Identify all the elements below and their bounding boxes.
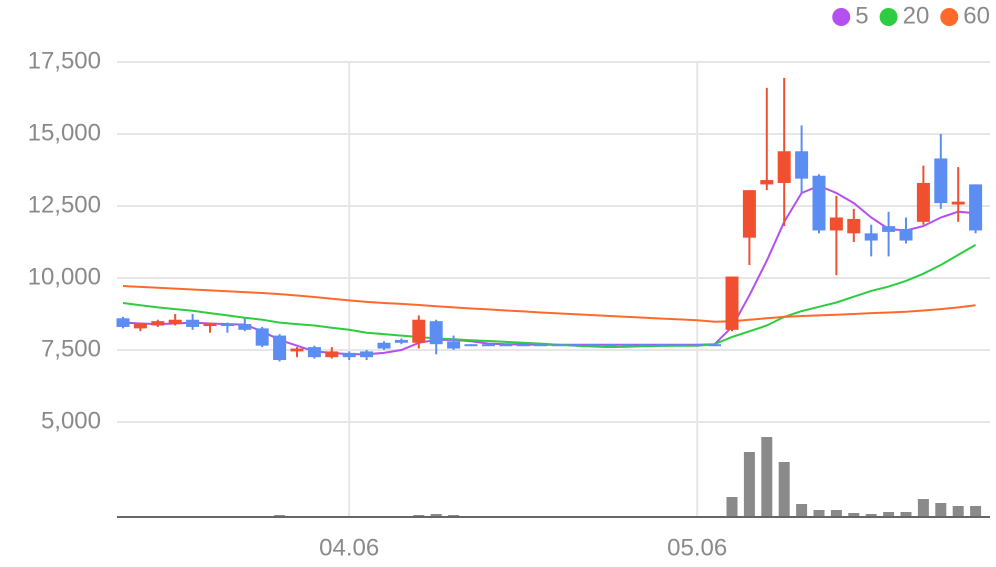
candle-body [551, 344, 565, 347]
legend-marker [879, 8, 898, 26]
candle-body [499, 344, 513, 347]
legend-marker [832, 8, 851, 26]
candle-body [673, 344, 687, 347]
candle-body [760, 180, 774, 185]
candle-body [934, 158, 948, 204]
volume-bar [761, 437, 773, 517]
legend-label: 60 [963, 2, 990, 29]
candle-body [586, 344, 600, 347]
volume-bar [778, 462, 790, 517]
ma-line [122, 285, 976, 323]
candle-body [447, 341, 461, 349]
candle-body [690, 344, 704, 347]
volume-bar [865, 514, 877, 517]
ma-line [122, 244, 977, 349]
candle-body [273, 335, 287, 361]
y-tick-label: 12,500 [28, 191, 101, 218]
candle-body [847, 218, 861, 234]
candle-body [186, 319, 200, 327]
candle-body [534, 344, 548, 347]
candle-body [168, 319, 182, 325]
candle-body [290, 348, 304, 352]
candle-body [151, 321, 165, 326]
candle-body [621, 344, 635, 347]
candle-body [464, 344, 478, 347]
x-tick-label: 05.06 [667, 534, 727, 561]
volume-bar [743, 452, 755, 517]
y-tick-label: 10,000 [28, 263, 101, 290]
candle-body [795, 151, 809, 179]
candle-body [342, 352, 356, 358]
y-tick-label: 5,000 [41, 407, 101, 434]
legend-label: 20 [903, 2, 930, 29]
volume-bar [952, 506, 964, 517]
volume-bar [813, 510, 825, 517]
candle-body [116, 318, 130, 327]
candle-body [481, 344, 495, 347]
candle-body [951, 201, 965, 205]
candle-body [655, 344, 669, 347]
candle-body [377, 342, 391, 349]
candle-body [864, 233, 878, 241]
candle-body [725, 276, 739, 330]
candle-body [394, 339, 408, 343]
candle-body [133, 324, 147, 329]
volume-bar [883, 512, 895, 517]
volume-bar [430, 514, 442, 517]
candle-body [238, 324, 252, 330]
candle-body [812, 175, 826, 231]
candle-body [360, 351, 374, 358]
candle-body [708, 344, 722, 347]
candle-body [412, 319, 426, 343]
legend-marker [940, 8, 959, 26]
candle-body [829, 217, 843, 231]
candle-body [516, 344, 530, 347]
y-tick-label: 7,500 [41, 335, 101, 362]
volume-bar [830, 510, 842, 517]
candle-body [777, 151, 791, 183]
candle-body [568, 344, 582, 347]
volume-bar [726, 497, 738, 517]
candle-body [255, 328, 269, 346]
candle-body [325, 351, 339, 358]
candle-body [203, 324, 217, 327]
volume-bar [848, 513, 860, 517]
candle-body [307, 347, 321, 358]
candle-body [603, 344, 617, 347]
volume-bar [917, 499, 929, 517]
x-tick-label: 04.06 [319, 534, 379, 561]
candle-body [899, 229, 913, 241]
y-tick-label: 15,000 [28, 119, 101, 146]
legend-label: 5 [855, 2, 868, 29]
candle-body [969, 184, 983, 231]
candle-body [882, 226, 896, 232]
volume-bar [935, 503, 947, 517]
candle-body [742, 190, 756, 238]
volume-bar [900, 512, 912, 517]
candle-body [916, 182, 930, 222]
candle-body [638, 344, 652, 347]
volume-bar [970, 506, 982, 517]
candle-body [429, 321, 443, 345]
candle-body [220, 324, 234, 327]
y-tick-label: 17,500 [28, 47, 101, 74]
volume-bar [796, 504, 808, 517]
